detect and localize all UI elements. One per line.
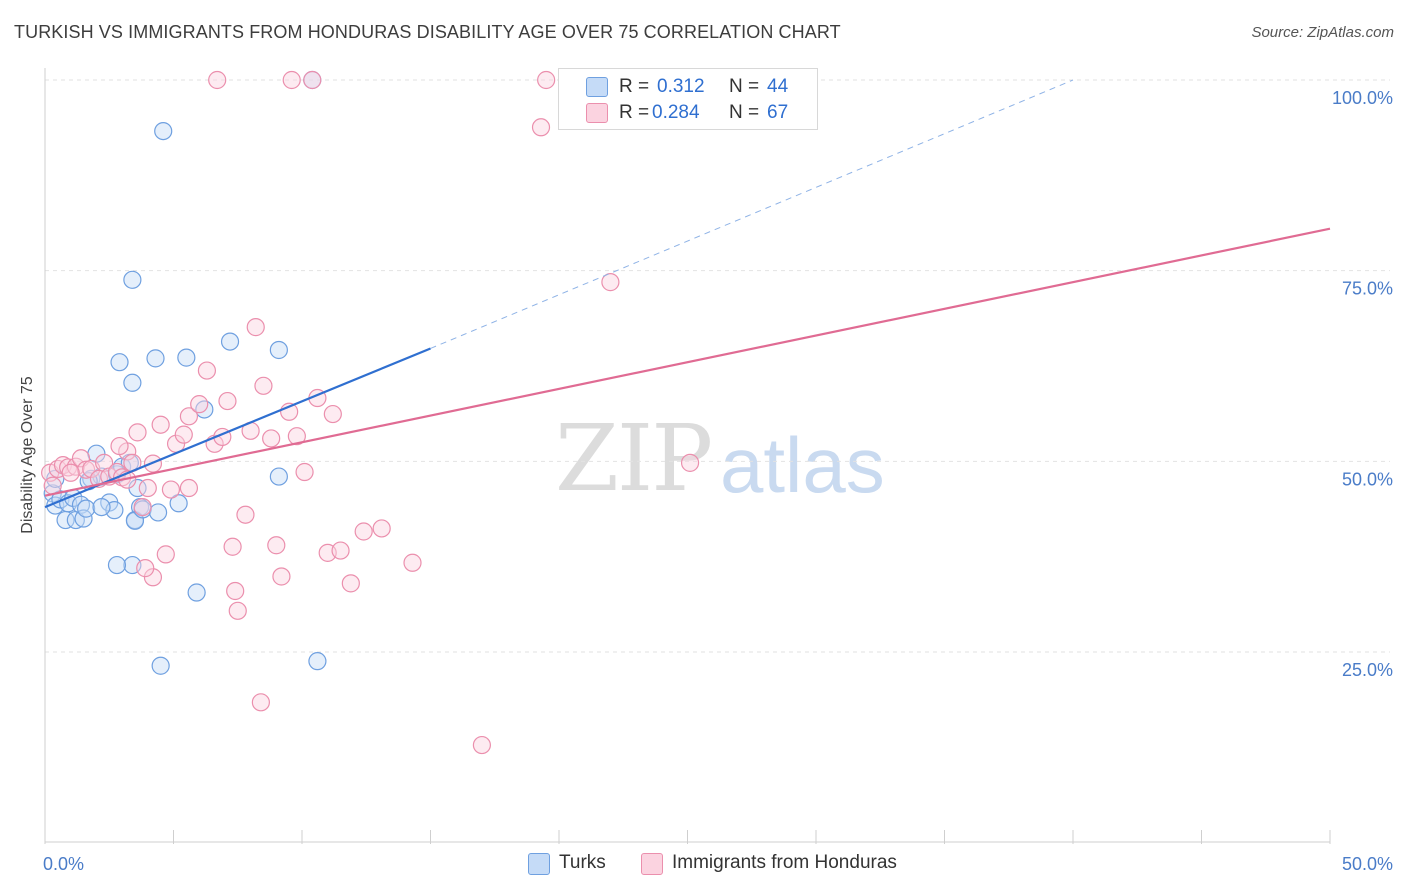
honduras-point	[161, 480, 181, 499]
turks-point	[169, 494, 188, 513]
turks-point	[269, 467, 288, 486]
watermark-atlas: atlas	[720, 421, 885, 509]
legend-n-value: 44	[767, 76, 789, 97]
honduras-point	[537, 70, 556, 90]
y-tick-label: 75.0%	[1342, 279, 1393, 299]
legend-r-label: R =	[619, 102, 650, 123]
legend-n-value: 67	[767, 102, 789, 123]
honduras-point	[190, 395, 209, 414]
honduras-point	[179, 407, 199, 426]
honduras-point	[197, 361, 217, 380]
turks-point	[151, 656, 170, 675]
honduras-point	[95, 453, 114, 472]
honduras-trend-line	[44, 227, 1331, 497]
honduras-point	[680, 453, 700, 472]
honduras-swatch	[586, 103, 608, 123]
honduras-point	[179, 478, 199, 498]
stats-legend: R = 0.312 N = 44 R = 0.284 N = 67	[558, 68, 818, 130]
honduras-point	[208, 70, 227, 90]
legend-r-value: 0.284	[652, 102, 700, 123]
honduras-point	[226, 581, 245, 601]
honduras-point	[136, 559, 155, 578]
honduras-point	[323, 404, 342, 424]
honduras-point	[282, 70, 301, 90]
honduras-point	[151, 415, 170, 434]
bottom-legend-honduras-label: Immigrants from Honduras	[672, 852, 897, 873]
honduras-point	[251, 693, 270, 712]
honduras-point	[61, 463, 80, 482]
legend-n-label: N =	[729, 102, 760, 123]
honduras-point	[262, 429, 281, 448]
turks-point	[146, 349, 165, 368]
legend-r-value: 0.312	[657, 76, 705, 97]
honduras-point	[236, 505, 255, 524]
y-tick-label: 25.0%	[1342, 660, 1393, 680]
chart-title: TURKISH VS IMMIGRANTS FROM HONDURAS DISA…	[14, 22, 841, 42]
honduras-point	[254, 376, 273, 395]
chart-source: Source: ZipAtlas.com	[1251, 24, 1394, 41]
y-tick-label: 100.0%	[1332, 88, 1393, 108]
x-tick-label: 0.0%	[43, 854, 84, 874]
turks-point	[177, 348, 196, 367]
turks-point	[110, 353, 129, 372]
watermark-zip: ZIP	[555, 405, 713, 512]
honduras-point	[272, 567, 291, 586]
honduras-point	[128, 423, 147, 442]
honduras-point	[295, 462, 314, 482]
honduras-point	[287, 427, 306, 446]
bottom-legend-turks-swatch	[528, 853, 550, 875]
honduras-point	[472, 735, 491, 755]
turks-point	[92, 497, 111, 517]
legend-n-label: N =	[729, 76, 760, 97]
turks-point	[220, 332, 240, 351]
bottom-legend-turks-label: Turks	[559, 852, 606, 873]
honduras-point	[354, 522, 373, 541]
turks-swatch	[586, 77, 608, 97]
honduras-point	[267, 536, 286, 555]
honduras-point	[138, 478, 157, 498]
honduras-point	[246, 318, 265, 337]
honduras-point	[228, 601, 247, 620]
turks-point	[308, 652, 327, 671]
honduras-point	[110, 436, 129, 456]
turks-point	[195, 400, 214, 419]
turks-point	[148, 503, 168, 522]
bottom-legend-honduras-swatch	[641, 853, 663, 875]
honduras-point	[77, 460, 96, 479]
honduras-point	[531, 118, 551, 137]
turks-point	[123, 270, 142, 289]
turks-point	[154, 121, 173, 141]
turks-point	[77, 499, 96, 518]
honduras-point	[601, 273, 620, 292]
legend-r-label: R =	[619, 76, 650, 97]
honduras-point	[223, 537, 242, 556]
honduras-point	[403, 553, 422, 572]
honduras-point	[303, 70, 322, 90]
honduras-point	[156, 545, 175, 564]
turks-point	[269, 340, 288, 360]
x-tick-label: 50.0%	[1342, 854, 1393, 874]
turks-point	[107, 555, 127, 575]
honduras-point	[174, 425, 193, 444]
turks-trend-line	[44, 347, 431, 509]
honduras-point	[341, 574, 360, 593]
honduras-point	[133, 497, 152, 517]
turks-point	[123, 373, 142, 392]
honduras-point	[218, 391, 237, 411]
honduras-point	[43, 476, 62, 495]
honduras-point	[372, 519, 391, 538]
honduras-point	[143, 568, 163, 587]
turks-point	[187, 583, 206, 602]
honduras-point	[331, 541, 350, 560]
y-tick-label: 50.0%	[1342, 469, 1393, 489]
